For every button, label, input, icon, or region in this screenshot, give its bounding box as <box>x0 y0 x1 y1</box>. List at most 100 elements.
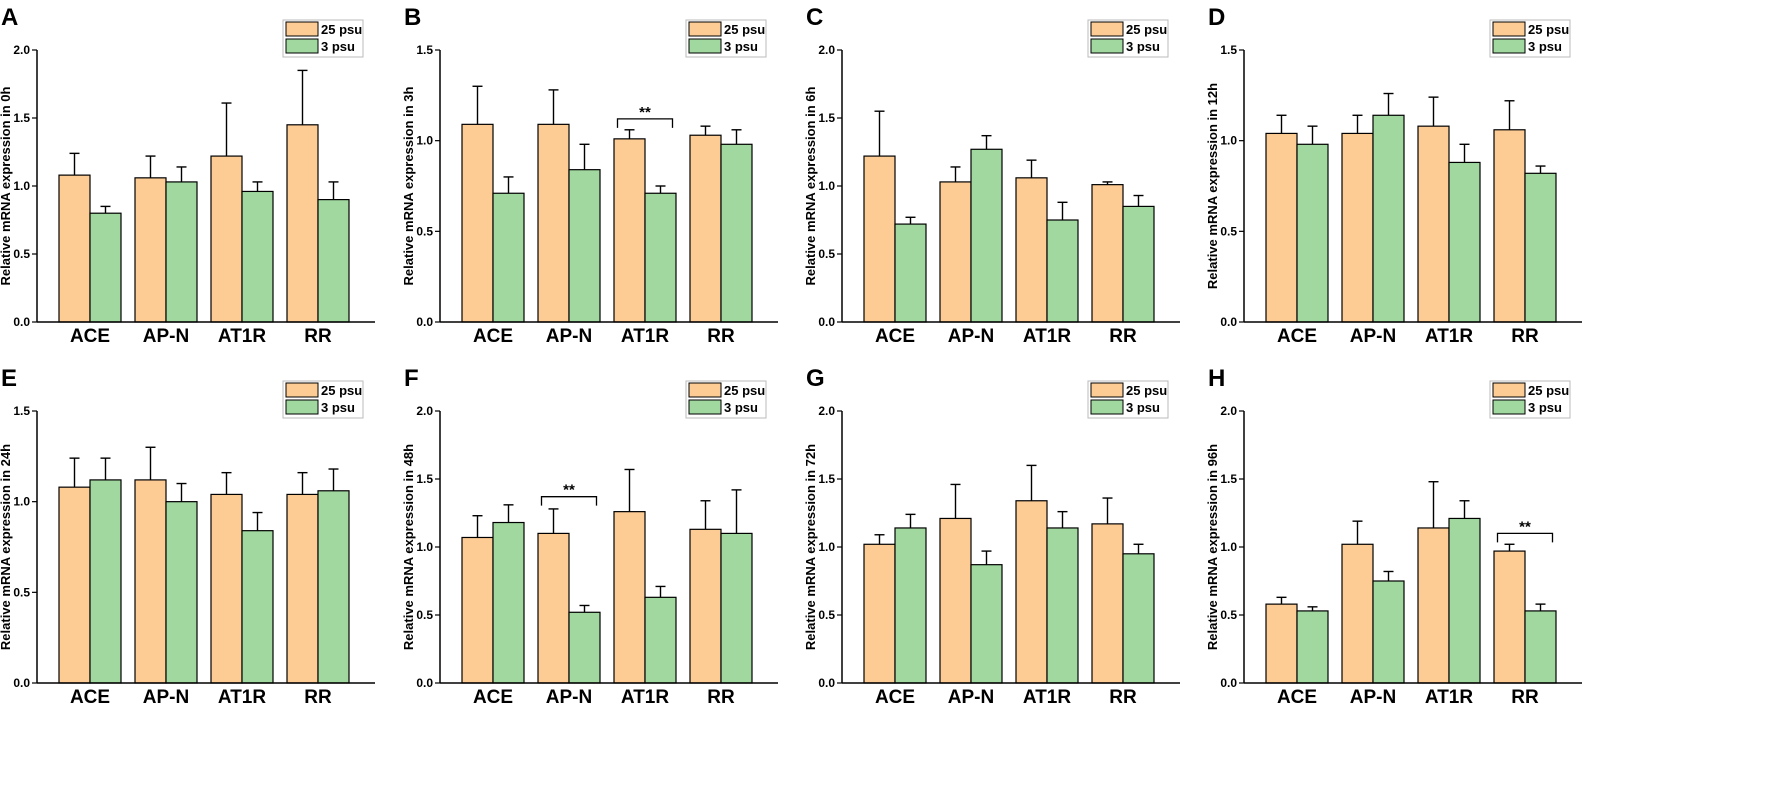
legend-swatch-3psu <box>688 399 722 415</box>
panel-letter: B <box>404 4 421 31</box>
y-tick-label: 0.0 <box>818 315 835 329</box>
x-tick-label: AT1R <box>1425 687 1473 708</box>
x-tick-label: ACE <box>875 326 915 347</box>
y-tick-label: 1.5 <box>818 472 835 486</box>
y-axis-label: Relative mRNA expression in 3h <box>401 86 416 285</box>
x-tick-label: ACE <box>70 687 110 708</box>
panel-letter: F <box>404 365 419 392</box>
y-tick-label: 0.0 <box>13 676 30 690</box>
bar-3psu <box>1448 161 1481 323</box>
bar-25psu <box>613 138 646 323</box>
bar-3psu <box>1122 205 1155 323</box>
bar-3psu <box>568 169 601 323</box>
x-tick-label: RR <box>1511 687 1539 708</box>
bar-3psu <box>1046 527 1079 684</box>
bar-25psu <box>1265 132 1298 323</box>
bar-3psu <box>492 192 525 323</box>
legend: 25 psu 3 psu <box>685 380 767 419</box>
y-axis-label: Relative mRNA expression in 48h <box>401 444 416 650</box>
panel-letter: D <box>1208 4 1225 31</box>
x-tick-label: AP-N <box>143 687 189 708</box>
y-axis-label: Relative mRNA expression in 0h <box>0 86 13 285</box>
y-tick-label: 2.0 <box>1220 404 1237 418</box>
y-tick-label: 1.5 <box>1220 472 1237 486</box>
y-axis-label: Relative mRNA expression in 12h <box>1205 83 1220 289</box>
legend-swatch-3psu <box>1492 399 1526 415</box>
bar-3psu <box>644 192 677 323</box>
y-tick-label: 0.5 <box>416 224 433 238</box>
panel-letter: C <box>806 4 823 31</box>
bar-3psu <box>720 143 753 323</box>
bar-3psu <box>970 564 1003 684</box>
bar-3psu <box>644 596 677 684</box>
legend-swatch-25psu <box>688 382 722 398</box>
y-tick-label: 1.0 <box>416 134 433 148</box>
x-tick-label: ACE <box>70 326 110 347</box>
legend: 25 psu 3 psu <box>1087 19 1169 58</box>
x-tick-label: AP-N <box>546 326 592 347</box>
y-tick-label: 1.0 <box>818 540 835 554</box>
significance-bracket <box>540 496 598 506</box>
bar-3psu <box>1448 517 1481 684</box>
legend-swatch-25psu <box>285 382 319 398</box>
bar-3psu <box>165 181 198 323</box>
bar-25psu <box>210 155 243 323</box>
bar-25psu <box>1341 132 1374 323</box>
significance-label: ** <box>563 482 575 499</box>
legend-label: 25 psu <box>1528 383 1569 398</box>
x-tick-label: RR <box>707 326 735 347</box>
x-tick-label: RR <box>707 687 735 708</box>
legend-swatch-3psu <box>1090 399 1124 415</box>
bar-25psu <box>286 493 319 684</box>
legend-swatch-3psu <box>1090 38 1124 54</box>
x-tick-label: AP-N <box>143 326 189 347</box>
x-tick-label: RR <box>304 687 332 708</box>
y-tick-label: 0.0 <box>818 676 835 690</box>
y-axis-label: Relative mRNA expression in 6h <box>803 86 818 285</box>
bar-25psu <box>58 174 91 323</box>
legend-swatch-25psu <box>688 21 722 37</box>
bar-25psu <box>1341 543 1374 684</box>
legend: 25 psu 3 psu <box>282 19 364 58</box>
chart-panel-h: H Relative mRNA expression in 96h 0.0 0.5 1.… <box>1205 365 1582 708</box>
y-axis-label: Relative mRNA expression in 24h <box>0 444 13 650</box>
y-tick-label: 2.0 <box>416 404 433 418</box>
bar-3psu <box>894 527 927 684</box>
x-tick-label: RR <box>304 326 332 347</box>
legend-swatch-3psu <box>1492 38 1526 54</box>
y-tick-label: 0.0 <box>1220 676 1237 690</box>
legend-label: 25 psu <box>1126 383 1167 398</box>
y-tick-label: 1.0 <box>13 495 30 509</box>
bar-3psu <box>317 490 350 684</box>
bar-3psu <box>720 532 753 684</box>
y-tick-label: 0.5 <box>13 247 30 261</box>
y-tick-label: 0.0 <box>416 676 433 690</box>
y-tick-label: 0.5 <box>1220 608 1237 622</box>
x-tick-label: AT1R <box>1023 326 1071 347</box>
legend-swatch-3psu <box>285 399 319 415</box>
y-tick-label: 1.5 <box>13 404 30 418</box>
chart-panel-g: G Relative mRNA expression in 72h 0.0 0.5 1.… <box>803 365 1180 708</box>
legend-swatch-25psu <box>1090 21 1124 37</box>
y-tick-label: 1.5 <box>416 43 433 57</box>
legend-label: 3 psu <box>724 400 758 415</box>
bar-25psu <box>1493 129 1526 323</box>
bar-25psu <box>210 493 243 684</box>
legend-label: 3 psu <box>1528 400 1562 415</box>
x-tick-label: ACE <box>875 687 915 708</box>
legend: 25 psu 3 psu <box>1489 19 1571 58</box>
bar-3psu <box>1372 114 1405 323</box>
y-tick-label: 0.5 <box>416 608 433 622</box>
bar-25psu <box>939 517 972 684</box>
bar-3psu <box>1296 143 1329 323</box>
y-tick-label: 1.0 <box>13 179 30 193</box>
legend: 25 psu 3 psu <box>282 380 364 419</box>
y-tick-label: 1.5 <box>818 111 835 125</box>
legend-label: 25 psu <box>1126 22 1167 37</box>
bar-25psu <box>939 181 972 323</box>
bar-25psu <box>1417 527 1450 684</box>
bar-3psu <box>568 611 601 684</box>
legend-label: 25 psu <box>724 383 765 398</box>
legend: 25 psu 3 psu <box>685 19 767 58</box>
